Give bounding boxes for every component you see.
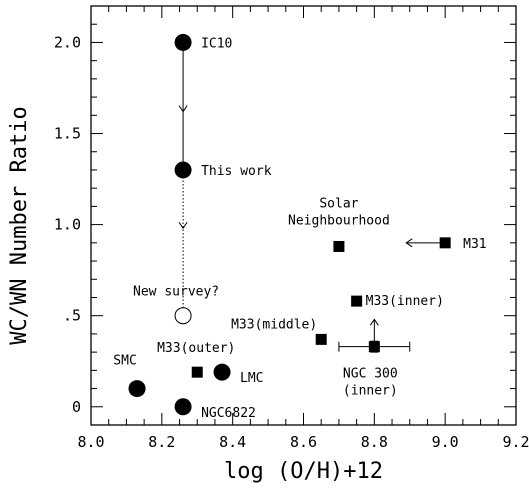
- point-lmc: [213, 363, 231, 381]
- y-axis-title: WC/WN Number Ratio: [7, 106, 32, 344]
- label-smc: SMC: [113, 354, 136, 369]
- left-arrowhead: [405, 238, 413, 248]
- y-tick-label: 1.5: [54, 125, 81, 143]
- label-line: (inner): [343, 384, 398, 399]
- label-line: LMC: [240, 371, 263, 386]
- point-labels: IC10 This work New survey? SMC NGC6822 LMC M33…: [113, 36, 486, 420]
- x-tick-label: 8.6: [290, 433, 317, 451]
- point-solar-neighbourhood: [333, 240, 345, 252]
- point-m33-middle: [315, 333, 327, 345]
- x-tick-label: 8.4: [219, 433, 246, 451]
- point-m31: [439, 237, 451, 249]
- label-line: NGC 300: [343, 367, 398, 382]
- point-m33-inner: [351, 295, 363, 307]
- label-line: Solar: [319, 196, 358, 211]
- point-new-survey: [174, 307, 192, 325]
- x-axis-title: log (O/H)+12: [224, 459, 383, 484]
- label-ic10: IC10: [201, 36, 232, 51]
- label-solar-neighbourhood: Solar Neighbourhood: [288, 196, 390, 228]
- label-line: M33(middle): [231, 317, 317, 332]
- down-arrowhead: [178, 221, 188, 230]
- y-tick-label: 2.0: [54, 33, 81, 51]
- label-line: NGC6822: [201, 406, 256, 421]
- label-line: M33(inner): [366, 294, 444, 309]
- up-arrowhead: [369, 318, 379, 326]
- label-line: This work: [201, 164, 272, 179]
- label-ngc6822: NGC6822: [201, 406, 256, 421]
- y-tick-label: 0: [72, 398, 81, 416]
- y-tick-label: .5: [63, 307, 81, 325]
- label-new-survey: New survey?: [133, 285, 219, 300]
- x-tick-label: 8.0: [77, 433, 104, 451]
- label-m33-middle: M33(middle): [231, 317, 317, 332]
- point-ngc6822: [174, 398, 192, 416]
- point-this-work: [174, 161, 192, 179]
- ticks: 8.0 8.2 8.4 8.6 8.8 9.0 9.2 0 .5 1.0 1.5 2.0: [54, 5, 529, 451]
- x-tick-label: 8.8: [361, 433, 388, 451]
- point-ic10: [174, 33, 192, 51]
- label-line: M31: [463, 237, 486, 252]
- x-tick-label: 8.2: [148, 433, 175, 451]
- label-m33-outer: M33(outer): [157, 341, 235, 356]
- label-line: New survey?: [133, 285, 219, 300]
- x-tick-label: 9.0: [432, 433, 459, 451]
- label-this-work: This work: [201, 164, 272, 179]
- label-ngc-300-inner: NGC 300 (inner): [343, 367, 398, 399]
- label-line: Neighbourhood: [288, 213, 390, 228]
- annotations: [178, 42, 442, 342]
- point-ngc-300-inner: [368, 341, 380, 353]
- point-smc: [128, 380, 146, 398]
- label-m31: M31: [463, 237, 486, 252]
- point-m33-outer: [191, 366, 203, 378]
- y-tick-label: 1.0: [54, 216, 81, 234]
- data-points: [128, 33, 451, 416]
- label-line: SMC: [113, 354, 136, 369]
- down-arrowhead: [178, 105, 188, 113]
- label-lmc: LMC: [240, 371, 263, 386]
- label-line: IC10: [201, 36, 232, 51]
- label-m33-inner: M33(inner): [366, 294, 444, 309]
- label-line: M33(outer): [157, 341, 235, 356]
- x-tick-label: 9.2: [502, 433, 529, 451]
